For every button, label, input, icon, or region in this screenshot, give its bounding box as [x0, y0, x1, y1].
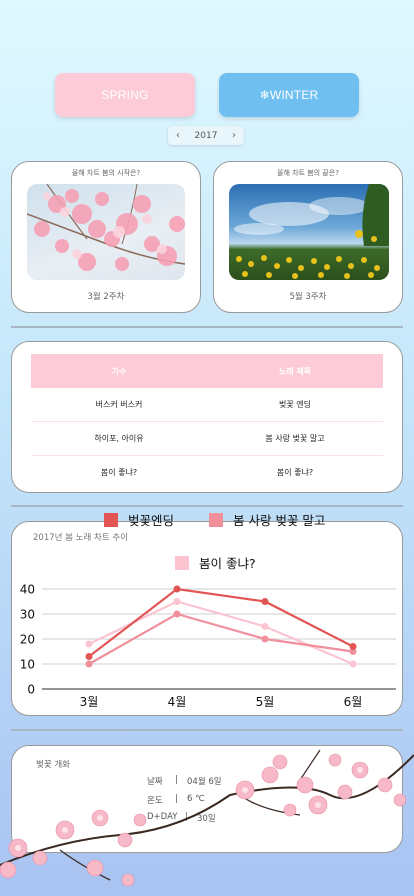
- bloom-dday-label: D+DAY: [147, 812, 178, 822]
- cherry-blossom-image: [27, 184, 185, 280]
- table-header: 가수 노래 제목: [31, 354, 383, 388]
- y-tick-label: 40: [20, 583, 35, 597]
- divider: [11, 326, 403, 328]
- series-line: [88, 612, 354, 665]
- data-point[interactable]: [261, 623, 269, 630]
- y-tick-label: 10: [20, 658, 35, 672]
- bloom-date-value: 04월 6일: [187, 777, 222, 787]
- spring-button[interactable]: SPRING: [55, 73, 195, 117]
- x-tick-label: 4월: [168, 695, 187, 709]
- spring-end-value: 5월 3주차: [289, 292, 327, 302]
- year-label: 2017: [194, 130, 218, 141]
- legend-swatch: [175, 555, 189, 570]
- divider: [11, 729, 403, 731]
- line-chart: 0 10 20 30 40 3월 4월 5월 6월: [20, 583, 396, 709]
- cherry-branch-decoration: [0, 749, 414, 887]
- chart-card: [11, 521, 403, 716]
- winter-button[interactable]: ❄WINTER: [219, 73, 359, 117]
- spring-start-value: 3월 2주차: [87, 292, 125, 302]
- separator: |: [175, 775, 178, 785]
- divider: [11, 505, 403, 507]
- prev-year-button[interactable]: ‹: [176, 130, 180, 141]
- legend-item[interactable]: 벚꽃엔딩: [104, 510, 174, 529]
- legend-swatch: [104, 512, 118, 527]
- data-point[interactable]: [85, 653, 93, 660]
- bloom-date-row: 날짜 | 04월 6일: [147, 775, 222, 787]
- x-tick-label: 6월: [344, 695, 363, 709]
- cell-title: 벚꽃 엔딩: [279, 400, 311, 409]
- legend-swatch: [209, 512, 223, 527]
- bloom-date-label: 날짜: [147, 777, 163, 787]
- table-row[interactable]: 하이포, 아이유 봄 사랑 벚꽃 말고: [31, 422, 383, 456]
- spring-end-caption: 올해 차트 봄의 끝은?: [277, 169, 339, 177]
- bloom-temp-value: 6 ℃: [187, 794, 205, 804]
- spring-start-card: 올해 차트 봄의 시작은? 3월 2주차: [11, 161, 201, 313]
- bloom-temp-label: 온도: [147, 796, 163, 806]
- data-point[interactable]: [349, 660, 357, 668]
- legend-item[interactable]: 봄이 좋냐?: [175, 553, 256, 572]
- separator: |: [175, 794, 178, 804]
- x-tick-label: 5월: [256, 695, 275, 709]
- legend-label: 봄이 좋냐?: [199, 556, 256, 571]
- legend-label: 벚꽃엔딩: [128, 513, 175, 528]
- data-point[interactable]: [173, 610, 181, 618]
- data-point[interactable]: [349, 643, 357, 650]
- table-row[interactable]: 버스커 버스커 벚꽃 엔딩: [31, 388, 383, 422]
- cell-artist: 버스커 버스커: [95, 400, 143, 409]
- chart-title: 2017년 봄 노래 차트 추이: [33, 533, 129, 543]
- cell-title: 봄이 좋냐?: [276, 467, 314, 477]
- data-point[interactable]: [173, 585, 181, 593]
- sunflower-field-image: [229, 184, 389, 280]
- y-tick-label: 30: [20, 608, 35, 622]
- bloom-title: 벚꽃 개화: [36, 760, 70, 770]
- y-tick-label: 20: [20, 633, 35, 647]
- bloom-dday-value: 30일: [197, 814, 216, 824]
- bloom-dday-row: D+DAY | 30일: [147, 812, 216, 824]
- data-point[interactable]: [85, 660, 93, 668]
- cell-artist: 봄이 좋냐?: [100, 467, 138, 477]
- data-point[interactable]: [261, 598, 269, 605]
- header-artist: 가수: [111, 366, 127, 376]
- series-line: [88, 587, 354, 658]
- cell-title: 봄 사랑 벚꽃 말고: [265, 434, 325, 443]
- separator: |: [185, 812, 188, 822]
- data-point[interactable]: [173, 598, 181, 605]
- data-point[interactable]: [349, 648, 357, 655]
- data-point[interactable]: [261, 635, 269, 643]
- x-tick-label: 3월: [80, 695, 99, 709]
- data-point[interactable]: [85, 640, 93, 648]
- header-title: 노래 제목: [278, 366, 312, 376]
- spring-end-card: 올해 차트 봄의 끝은? 5월 3주차: [213, 161, 403, 313]
- next-year-button[interactable]: ›: [232, 130, 236, 141]
- series-line: [88, 600, 354, 666]
- spring-start-caption: 올해 차트 봄의 시작은?: [71, 169, 141, 177]
- bloom-temp-row: 온도 | 6 ℃: [147, 794, 205, 806]
- legend-item[interactable]: 봄 사랑 벚꽃 말고: [209, 510, 325, 529]
- legend-label: 봄 사랑 벚꽃 말고: [233, 513, 326, 528]
- cell-artist: 하이포, 아이유: [94, 434, 144, 443]
- y-tick-label: 0: [27, 683, 35, 697]
- table-row[interactable]: 봄이 좋냐? 봄이 좋냐?: [31, 455, 383, 489]
- year-selector: ‹ 2017 ›: [168, 126, 244, 145]
